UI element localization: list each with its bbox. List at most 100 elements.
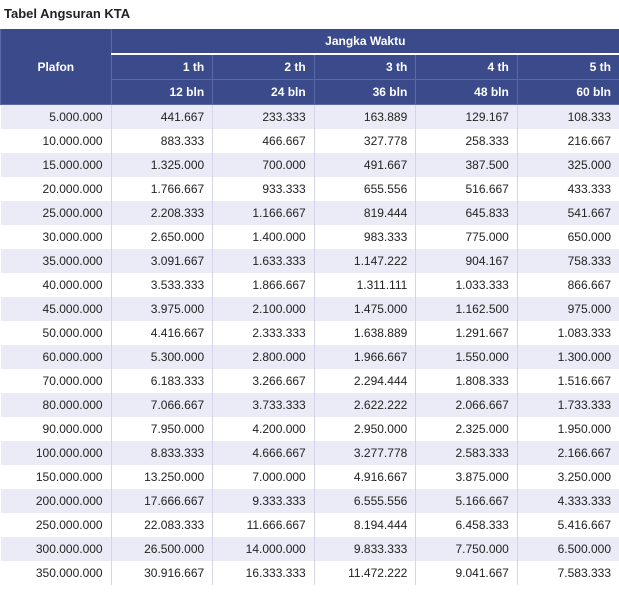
cell-plafon: 70.000.000 [1, 369, 112, 393]
cell-value: 129.167 [416, 105, 518, 130]
cell-value: 327.778 [314, 129, 416, 153]
cell-value: 1.766.667 [111, 177, 213, 201]
header-year: 2 th [213, 54, 315, 80]
cell-value: 7.750.000 [416, 537, 518, 561]
cell-plafon: 5.000.000 [1, 105, 112, 130]
installment-table: Plafon Jangka Waktu 1 th 2 th 3 th 4 th … [0, 29, 619, 585]
cell-value: 16.333.333 [213, 561, 315, 585]
cell-value: 163.889 [314, 105, 416, 130]
cell-plafon: 40.000.000 [1, 273, 112, 297]
header-year: 4 th [416, 54, 518, 80]
table-body: 5.000.000441.667233.333163.889129.167108… [1, 105, 619, 586]
cell-value: 3.875.000 [416, 465, 518, 489]
cell-value: 4.333.333 [517, 489, 619, 513]
cell-value: 4.666.667 [213, 441, 315, 465]
cell-value: 2.650.000 [111, 225, 213, 249]
cell-plafon: 60.000.000 [1, 345, 112, 369]
cell-value: 2.208.333 [111, 201, 213, 225]
cell-value: 650.000 [517, 225, 619, 249]
table-row: 50.000.0004.416.6672.333.3331.638.8891.2… [1, 321, 619, 345]
cell-value: 6.183.333 [111, 369, 213, 393]
cell-value: 5.166.667 [416, 489, 518, 513]
cell-value: 933.333 [213, 177, 315, 201]
cell-value: 433.333 [517, 177, 619, 201]
cell-value: 1.638.889 [314, 321, 416, 345]
table-row: 350.000.00030.916.66716.333.33311.472.22… [1, 561, 619, 585]
cell-value: 22.083.333 [111, 513, 213, 537]
cell-value: 3.975.000 [111, 297, 213, 321]
table-row: 200.000.00017.666.6679.333.3336.555.5565… [1, 489, 619, 513]
table-row: 40.000.0003.533.3331.866.6671.311.1111.0… [1, 273, 619, 297]
cell-value: 1.808.333 [416, 369, 518, 393]
cell-value: 866.667 [517, 273, 619, 297]
cell-plafon: 10.000.000 [1, 129, 112, 153]
cell-plafon: 25.000.000 [1, 201, 112, 225]
cell-value: 233.333 [213, 105, 315, 130]
cell-value: 1.291.667 [416, 321, 518, 345]
cell-plafon: 15.000.000 [1, 153, 112, 177]
cell-plafon: 100.000.000 [1, 441, 112, 465]
cell-value: 1.300.000 [517, 345, 619, 369]
cell-value: 2.325.000 [416, 417, 518, 441]
cell-value: 3.091.667 [111, 249, 213, 273]
cell-plafon: 250.000.000 [1, 513, 112, 537]
cell-value: 4.416.667 [111, 321, 213, 345]
table-title: Tabel Angsuran KTA [0, 0, 619, 29]
cell-value: 26.500.000 [111, 537, 213, 561]
cell-value: 3.277.778 [314, 441, 416, 465]
cell-value: 4.200.000 [213, 417, 315, 441]
cell-plafon: 200.000.000 [1, 489, 112, 513]
cell-value: 108.333 [517, 105, 619, 130]
cell-value: 516.667 [416, 177, 518, 201]
table-row: 300.000.00026.500.00014.000.0009.833.333… [1, 537, 619, 561]
cell-plafon: 50.000.000 [1, 321, 112, 345]
header-month: 12 bln [111, 80, 213, 105]
table-row: 45.000.0003.975.0002.100.0001.475.0001.1… [1, 297, 619, 321]
cell-value: 441.667 [111, 105, 213, 130]
cell-value: 6.500.000 [517, 537, 619, 561]
table-row: 5.000.000441.667233.333163.889129.167108… [1, 105, 619, 130]
cell-value: 541.667 [517, 201, 619, 225]
cell-plafon: 300.000.000 [1, 537, 112, 561]
cell-value: 2.622.222 [314, 393, 416, 417]
cell-value: 2.950.000 [314, 417, 416, 441]
cell-value: 1.166.667 [213, 201, 315, 225]
cell-value: 775.000 [416, 225, 518, 249]
cell-value: 7.583.333 [517, 561, 619, 585]
cell-value: 1.733.333 [517, 393, 619, 417]
cell-value: 8.833.333 [111, 441, 213, 465]
cell-value: 11.666.667 [213, 513, 315, 537]
table-row: 150.000.00013.250.0007.000.0004.916.6673… [1, 465, 619, 489]
cell-value: 6.555.556 [314, 489, 416, 513]
header-month: 36 bln [314, 80, 416, 105]
cell-value: 8.194.444 [314, 513, 416, 537]
cell-value: 1.311.111 [314, 273, 416, 297]
cell-value: 14.000.000 [213, 537, 315, 561]
cell-plafon: 80.000.000 [1, 393, 112, 417]
cell-value: 4.916.667 [314, 465, 416, 489]
cell-value: 1.400.000 [213, 225, 315, 249]
cell-value: 5.416.667 [517, 513, 619, 537]
cell-value: 975.000 [517, 297, 619, 321]
cell-value: 1.147.222 [314, 249, 416, 273]
cell-value: 2.294.444 [314, 369, 416, 393]
cell-value: 30.916.667 [111, 561, 213, 585]
cell-value: 258.333 [416, 129, 518, 153]
cell-value: 1.866.667 [213, 273, 315, 297]
cell-value: 3.533.333 [111, 273, 213, 297]
cell-value: 1.633.333 [213, 249, 315, 273]
cell-value: 2.100.000 [213, 297, 315, 321]
cell-value: 1.033.333 [416, 273, 518, 297]
cell-value: 1.550.000 [416, 345, 518, 369]
table-row: 60.000.0005.300.0002.800.0001.966.6671.5… [1, 345, 619, 369]
cell-value: 1.162.500 [416, 297, 518, 321]
cell-value: 387.500 [416, 153, 518, 177]
cell-value: 2.583.333 [416, 441, 518, 465]
header-month: 24 bln [213, 80, 315, 105]
table-row: 20.000.0001.766.667933.333655.556516.667… [1, 177, 619, 201]
cell-value: 655.556 [314, 177, 416, 201]
table-row: 70.000.0006.183.3333.266.6672.294.4441.8… [1, 369, 619, 393]
cell-value: 17.666.667 [111, 489, 213, 513]
cell-value: 5.300.000 [111, 345, 213, 369]
cell-value: 11.472.222 [314, 561, 416, 585]
